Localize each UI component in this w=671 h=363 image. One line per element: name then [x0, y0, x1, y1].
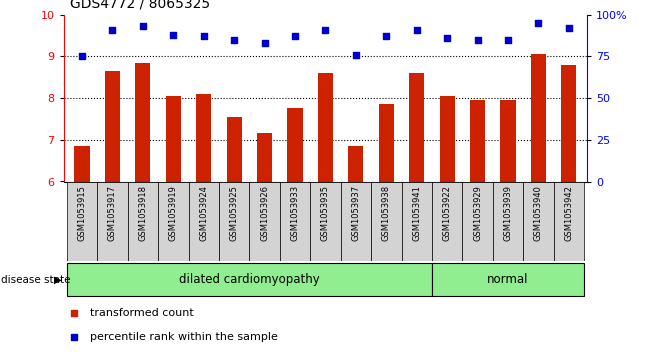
Point [503, 37, 513, 42]
Bar [462, 182, 493, 261]
Bar [189, 182, 219, 261]
Bar [105, 71, 120, 182]
Bar [166, 96, 181, 182]
Text: GSM1053925: GSM1053925 [229, 185, 239, 241]
Bar [158, 182, 189, 261]
Text: GSM1053929: GSM1053929 [473, 185, 482, 241]
Bar [250, 182, 280, 261]
Point [290, 33, 301, 39]
Bar [348, 146, 364, 182]
Point [350, 52, 361, 57]
Bar [136, 62, 150, 182]
Text: GSM1053926: GSM1053926 [260, 185, 269, 241]
Bar [493, 182, 523, 261]
Point [442, 35, 452, 41]
Bar [219, 182, 250, 261]
Bar [318, 73, 333, 182]
Text: GSM1053935: GSM1053935 [321, 185, 330, 241]
Text: dilated cardiomyopathy: dilated cardiomyopathy [179, 273, 320, 286]
Point [76, 53, 87, 59]
Text: ▶: ▶ [54, 274, 62, 285]
Point [229, 37, 240, 42]
Text: GDS4772 / 8065325: GDS4772 / 8065325 [70, 0, 211, 11]
Bar [257, 134, 272, 182]
Text: GSM1053937: GSM1053937 [352, 185, 360, 241]
Point [472, 37, 483, 42]
Text: GSM1053924: GSM1053924 [199, 185, 208, 241]
Bar [127, 182, 158, 261]
Bar [67, 182, 97, 261]
Point [564, 25, 574, 31]
Point [107, 26, 118, 32]
Bar [531, 54, 546, 182]
Text: normal: normal [487, 273, 529, 286]
Bar [440, 96, 455, 182]
Bar [470, 100, 485, 182]
Bar [280, 182, 310, 261]
Text: transformed count: transformed count [90, 308, 194, 318]
Text: GSM1053939: GSM1053939 [503, 185, 513, 241]
Point [259, 40, 270, 46]
Text: GSM1053938: GSM1053938 [382, 185, 391, 241]
Bar [554, 182, 584, 261]
Point [411, 26, 422, 32]
Bar [67, 263, 432, 296]
Text: GSM1053915: GSM1053915 [78, 185, 87, 241]
Point [69, 334, 80, 340]
Bar [371, 182, 401, 261]
Text: GSM1053919: GSM1053919 [169, 185, 178, 241]
Point [320, 26, 331, 32]
Bar [432, 182, 462, 261]
Text: GSM1053918: GSM1053918 [138, 185, 148, 241]
Point [533, 20, 544, 26]
Text: GSM1053942: GSM1053942 [564, 185, 573, 241]
Bar [287, 109, 303, 182]
Text: GSM1053933: GSM1053933 [291, 185, 299, 241]
Bar [341, 182, 371, 261]
Text: GSM1053922: GSM1053922 [443, 185, 452, 241]
Point [199, 33, 209, 39]
Bar [310, 182, 341, 261]
Point [69, 310, 80, 316]
Bar [401, 182, 432, 261]
Text: GSM1053940: GSM1053940 [534, 185, 543, 241]
Bar [432, 263, 584, 296]
Bar [196, 94, 211, 182]
Bar [74, 146, 90, 182]
Bar [409, 73, 424, 182]
Text: disease state: disease state [1, 274, 71, 285]
Point [138, 23, 148, 29]
Bar [227, 117, 242, 182]
Bar [378, 104, 394, 182]
Text: percentile rank within the sample: percentile rank within the sample [90, 332, 278, 342]
Bar [501, 100, 515, 182]
Text: GSM1053917: GSM1053917 [108, 185, 117, 241]
Point [381, 33, 392, 39]
Text: GSM1053941: GSM1053941 [412, 185, 421, 241]
Bar [523, 182, 554, 261]
Point [168, 32, 178, 37]
Bar [561, 65, 576, 182]
Bar [97, 182, 127, 261]
